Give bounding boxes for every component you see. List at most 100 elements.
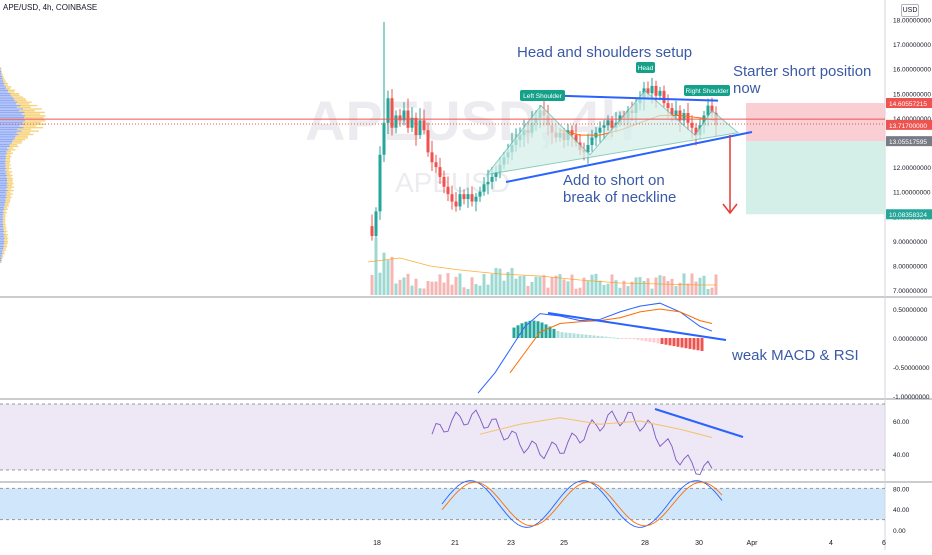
volume-profile-up: [0, 172, 6, 175]
volume-profile-up: [0, 167, 7, 170]
macd-histogram-bar: [512, 327, 516, 338]
time-tick-label: 25: [560, 540, 568, 547]
price-tick-label: 11.00000000: [893, 190, 931, 197]
candle-body: [374, 211, 378, 236]
volume-profile-down: [10, 94, 20, 97]
volume-profile-up: [0, 98, 15, 100]
price-tick-label: 9.00000000: [893, 239, 928, 246]
volume-bar: [686, 283, 690, 295]
price-tick-label: 14.00000000: [893, 116, 931, 123]
volume-profile-down: [14, 98, 26, 100]
volume-bar: [390, 256, 394, 295]
volume-profile-up: [0, 188, 7, 190]
volume-bar: [410, 285, 414, 295]
volume-bar: [658, 275, 662, 295]
candle-body: [446, 186, 450, 195]
volume-profile-down: [4, 230, 8, 233]
volume-profile-down: [24, 111, 45, 114]
candle-body: [426, 130, 430, 153]
macd-tick-label: 0.50000000: [893, 307, 928, 314]
volume-profile-down: [24, 123, 46, 125]
volume-bar: [510, 267, 514, 295]
volume-profile-down: [5, 87, 11, 90]
volume-profile-down: [3, 244, 7, 246]
volume-profile-up: [0, 149, 9, 151]
volume-bar: [490, 274, 494, 295]
rsi-tick-label: 60.00: [893, 419, 910, 426]
volume-profile-up: [0, 125, 20, 127]
volume-profile-down: [11, 142, 22, 144]
macd-histogram-bar: [596, 335, 600, 338]
volume-profile-down: [3, 229, 6, 231]
annotation-add-line2: break of neckline: [563, 189, 676, 206]
candle-body: [418, 120, 422, 136]
candle-body: [414, 117, 418, 136]
candle-body: [646, 88, 650, 94]
rsi-band: [0, 404, 885, 470]
volume-profile-up: [0, 120, 26, 122]
hs-pattern-fill: [485, 90, 740, 176]
volume-profile-up: [0, 138, 14, 141]
volume-bar: [646, 278, 650, 295]
macd-tick-label: 0.00000000: [893, 336, 928, 343]
macd-histogram-bar: [572, 333, 576, 338]
volume-profile-down: [23, 127, 44, 129]
price-tick-label: 12.00000000: [893, 165, 931, 172]
volume-profile-down: [3, 215, 6, 217]
volume-profile-up: [0, 195, 6, 197]
volume-profile-up: [0, 174, 7, 176]
volume-profile-up: [0, 217, 3, 219]
volume-profile-down: [6, 181, 13, 183]
volume-bar: [474, 284, 478, 295]
volume-profile-up: [0, 196, 7, 199]
candle-body: [482, 184, 486, 192]
down-arrow-head: [722, 203, 738, 215]
volume-bar: [626, 286, 630, 295]
volume-profile-up: [0, 106, 17, 108]
volume-bar: [466, 288, 470, 295]
candle-body: [390, 98, 394, 128]
macd-histogram-bar: [668, 338, 672, 346]
candle-body: [650, 85, 654, 94]
volume-profile-down: [7, 147, 14, 149]
currency-button[interactable]: USD: [901, 4, 919, 17]
candle-body: [702, 115, 706, 126]
volume-profile-down: [23, 108, 42, 110]
volume-bar: [450, 284, 454, 295]
volume-profile-down: [1, 254, 4, 256]
volume-profile-down: [2, 222, 6, 224]
volume-profile-up: [0, 251, 3, 253]
candle-body: [706, 105, 710, 116]
time-tick-label: 28: [641, 540, 649, 547]
volume-profile-up: [0, 130, 22, 132]
volume-profile-down: [1, 74, 3, 76]
price-label-bg-last: [886, 119, 932, 130]
candle-body: [438, 167, 442, 177]
macd-histogram-bar: [552, 328, 556, 338]
volume-bar: [586, 280, 590, 295]
volume-bar: [374, 238, 378, 295]
candle-body: [670, 108, 674, 116]
volume-profile-up: [0, 184, 7, 187]
pattern-label-bg-2: [684, 85, 730, 96]
macd-histogram-bar: [524, 321, 528, 338]
volume-profile-up: [0, 154, 6, 156]
pattern-label-bg-1: [636, 62, 655, 73]
volume-profile-up: [0, 76, 2, 78]
volume-bar: [650, 288, 654, 295]
volume-bar: [438, 274, 442, 295]
volume-profile-up: [0, 229, 4, 231]
macd-signal-line: [509, 308, 713, 374]
volume-bar: [590, 274, 594, 295]
time-tick-label: Apr: [747, 540, 759, 547]
volume-profile-down: [2, 220, 6, 222]
candle-body: [386, 98, 390, 123]
volume-profile-down: [12, 96, 24, 98]
volume-profile-down: [4, 205, 9, 207]
volume-profile-down: [3, 212, 7, 214]
watermark-text: APEUSD, 4h: [305, 89, 635, 152]
volume-bar: [622, 280, 626, 295]
volume-profile-up: [0, 259, 2, 261]
